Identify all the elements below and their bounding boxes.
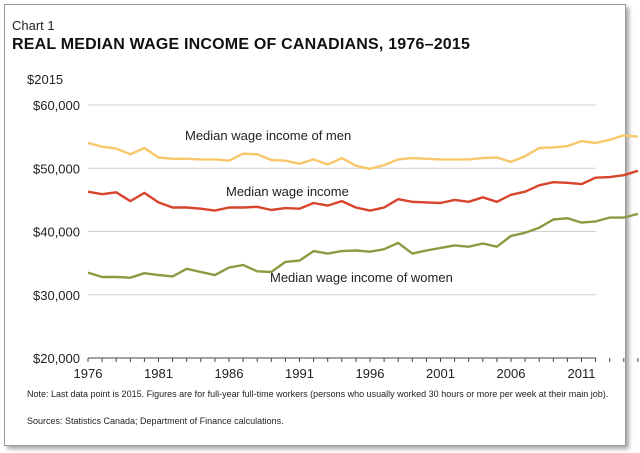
- x-tick-label: 2006: [497, 366, 526, 381]
- x-tick-label: 1991: [285, 366, 314, 381]
- series-annotation: Median wage income: [226, 184, 349, 199]
- series-line-3: [87, 212, 639, 279]
- y-tick-label: $50,000: [33, 161, 80, 176]
- y-axis-unit-label: $2015: [27, 72, 64, 87]
- x-tick-label: 2001: [426, 366, 455, 381]
- x-tick-label: 1981: [144, 366, 173, 381]
- y-tick-label: $20,000: [33, 351, 80, 366]
- chart-sources: Sources: Statistics Canada; Department o…: [27, 416, 284, 426]
- y-tick-label: $60,000: [33, 98, 80, 113]
- x-tick-label: 1986: [215, 366, 244, 381]
- chart-title: REAL MEDIAN WAGE INCOME OF CANADIANS, 19…: [12, 36, 471, 53]
- chart-number-label: Chart 1: [12, 18, 55, 33]
- axes: $20,000 $30,000 $40,000 $50,000 $60,000 1976 1…: [33, 98, 639, 381]
- x-tick-label: 2011: [568, 366, 596, 381]
- series-line-2: [87, 169, 639, 212]
- gridlines: [88, 104, 596, 296]
- series-line-1: [87, 134, 639, 171]
- x-tick-label: 1996: [356, 366, 385, 381]
- series-annotations: Median wage income of men Median wage inc…: [185, 128, 453, 285]
- y-tick-label: $30,000: [33, 288, 80, 303]
- series-annotation: Median wage income of women: [270, 270, 453, 285]
- x-tick-label: 1976: [74, 366, 103, 381]
- chart-note: Note: Last data point is 2015. Figures a…: [27, 389, 609, 399]
- series-lines: [87, 134, 639, 279]
- chart-frame: [4, 4, 626, 446]
- series-annotation: Median wage income of men: [185, 128, 351, 143]
- y-tick-label: $40,000: [33, 225, 80, 240]
